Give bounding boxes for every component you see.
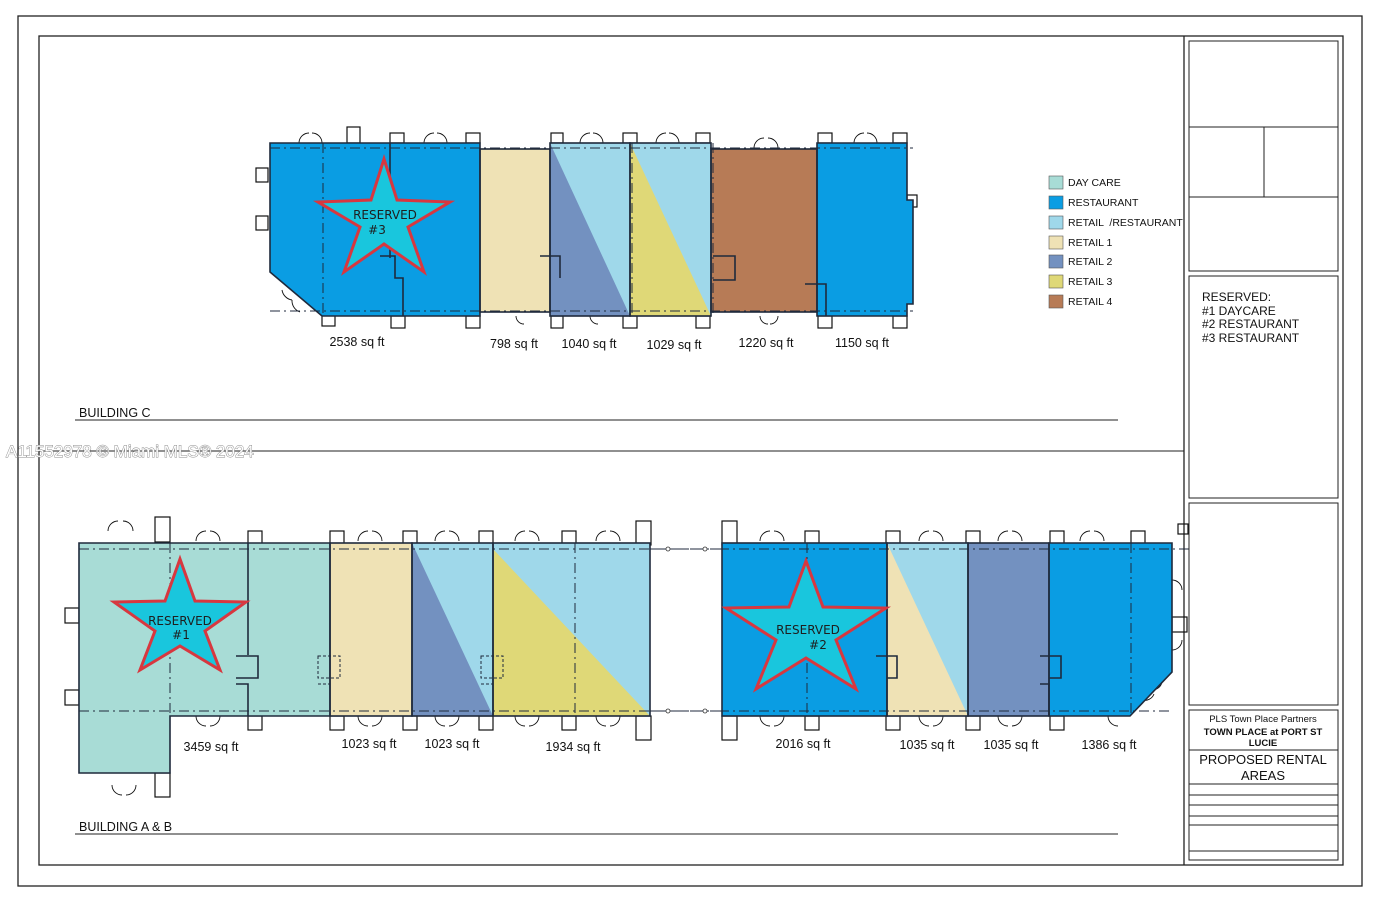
ab-unit-8-area: 1386 sq ft [1082, 738, 1137, 752]
building-ab-label: BUILDING A & B [79, 820, 172, 834]
reserved-heading: RESERVED: [1202, 290, 1271, 304]
legend-label-restaurant: RESTAURANT [1068, 197, 1139, 209]
title-block [1188, 40, 1339, 861]
c-unit-4-area: 1029 sq ft [647, 338, 702, 352]
legend-label-retail-restaurant: RETAIL /RESTAURANT [1068, 217, 1183, 229]
ab-unit-2-area: 1023 sq ft [342, 737, 397, 751]
legend-swatch-retail-2 [1048, 254, 1064, 269]
legend-label-retail-3: RETAIL 3 [1068, 276, 1113, 288]
reserved-star-2 [720, 556, 892, 693]
c-unit-3-area: 1040 sq ft [562, 337, 617, 351]
reserved-item-2: #2 RESTAURANT [1202, 317, 1300, 331]
legend-label-day-care: DAY CARE [1068, 177, 1121, 189]
star-1-line2: #1 [172, 628, 190, 642]
reserved-star-1 [109, 554, 251, 674]
sheet-title-line2: AREAS [1241, 768, 1285, 783]
c-unit-1-area: 2538 sq ft [330, 335, 385, 349]
star-2-line1: RESERVED [776, 623, 840, 637]
ab-unit-1-area: 3459 sq ft [184, 740, 239, 754]
legend-label-retail-2: RETAIL 2 [1068, 256, 1113, 268]
legend-swatch-retail-3 [1048, 274, 1064, 289]
ab-unit-7-area: 1035 sq ft [984, 738, 1039, 752]
star-2-line2: #2 [809, 638, 827, 652]
outer-border [17, 15, 1363, 887]
reserved-star-3 [312, 154, 456, 276]
c-unit-6-area: 1150 sq ft [835, 336, 890, 350]
sheet-title-line1: PROPOSED RENTAL [1199, 752, 1327, 767]
star-1-line1: RESERVED [148, 614, 212, 628]
project-name-line2: LUCIE [1249, 738, 1278, 749]
c-unit-2-area: 798 sq ft [490, 337, 538, 351]
legend-swatch-retail-4 [1048, 294, 1064, 309]
company-name: PLS Town Place Partners [1209, 714, 1317, 725]
building-ab-plan: RESERVED #1 RESERVED #2 3459 sq ft 1023 … [64, 516, 1190, 798]
building-c-label: BUILDING C [79, 406, 151, 420]
reserved-item-1: #1 DAYCARE [1202, 304, 1276, 318]
legend-label-retail-1: RETAIL 1 [1068, 237, 1113, 249]
star-3-line2: #3 [368, 223, 386, 237]
ab-unit-5-area: 2016 sq ft [776, 737, 831, 751]
project-name-line1: TOWN PLACE at PORT ST [1204, 727, 1323, 738]
legend-swatch-day-care [1048, 175, 1064, 190]
star-3-line1: RESERVED [353, 208, 417, 222]
reserved-item-3: #3 RESTAURANT [1202, 331, 1300, 345]
ab-unit-4-area: 1934 sq ft [546, 740, 601, 754]
mls-watermark: A11552978 © Miami MLS® 2024 [6, 442, 254, 461]
legend: DAY CARE RESTAURANT RETAIL /RESTAURANT R… [1048, 175, 1183, 309]
legend-label-retail-4: RETAIL 4 [1068, 296, 1113, 308]
c-unit-5-area: 1220 sq ft [739, 336, 794, 350]
legend-swatch-retail-1 [1048, 235, 1064, 250]
ab-unit-6-area: 1035 sq ft [900, 738, 955, 752]
ab-unit-3-area: 1023 sq ft [425, 737, 480, 751]
legend-swatch-retail-restaurant [1048, 215, 1064, 230]
building-c-plan: RESERVED #3 2538 sq ft 798 sq ft 1040 sq… [255, 126, 918, 352]
legend-swatch-restaurant [1048, 195, 1064, 210]
